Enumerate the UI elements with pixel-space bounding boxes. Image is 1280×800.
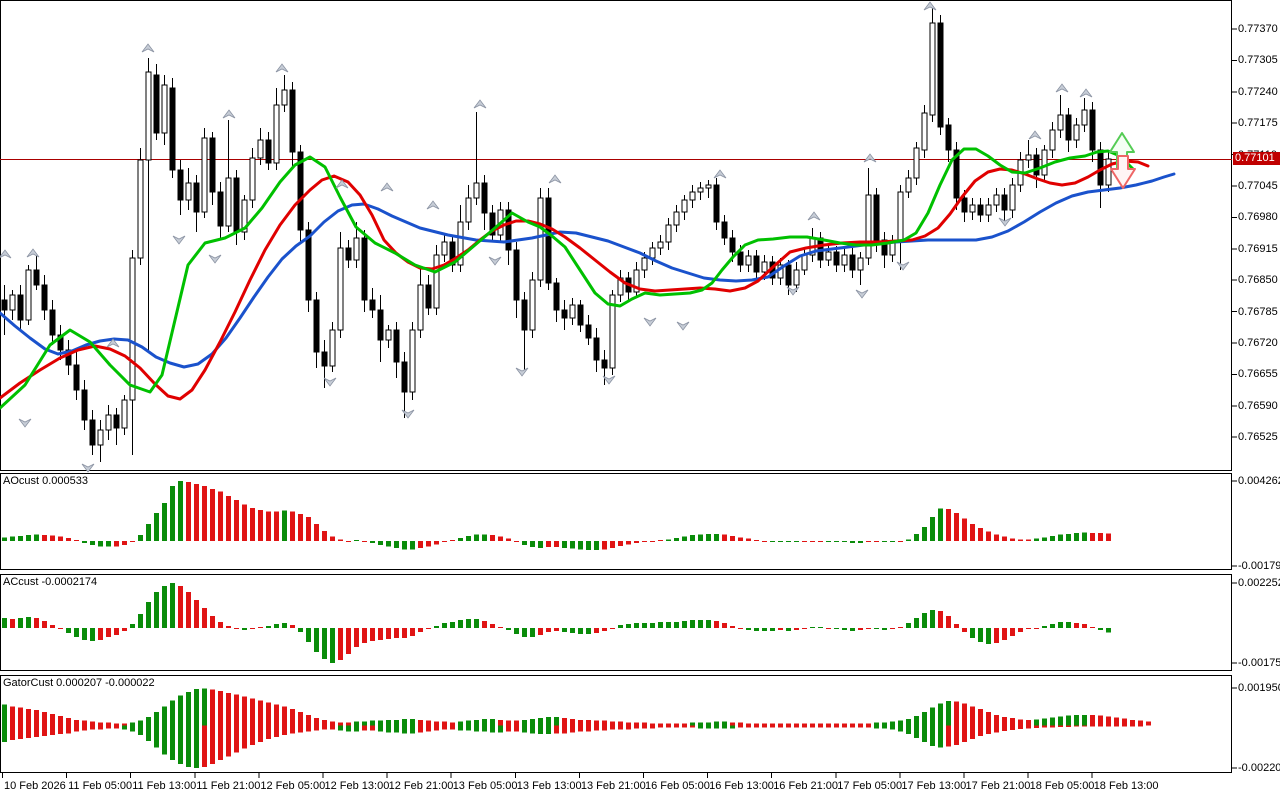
time-axis-label: 11 Feb 13:00	[132, 780, 197, 792]
time-axis-label: 16 Feb 05:00	[645, 780, 710, 792]
time-axis-label: 16 Feb 13:00	[709, 780, 774, 792]
price-axis-label: 0.77370	[1238, 22, 1278, 35]
price-axis-label: 0.76655	[1238, 368, 1278, 381]
time-axis-label: 12 Feb 05:00	[260, 780, 326, 792]
time-axis-label: 16 Feb 21:00	[773, 780, 839, 792]
indicator-label-aocust: AOcust 0.000533	[3, 475, 89, 487]
time-axis-label: 13 Feb 05:00	[452, 780, 518, 792]
price-axis-label: 0.77240	[1238, 85, 1278, 98]
time-axis-label: 17 Feb 21:00	[965, 780, 1031, 792]
price-axis-label: 0.76915	[1238, 242, 1278, 255]
time-axis-label: 18 Feb 05:00	[1029, 780, 1095, 792]
time-axis-label: 18 Feb 13:00	[1093, 780, 1159, 792]
time-axis-label: 10 Feb 2026	[4, 780, 66, 792]
indicator-label-accust: ACcust -0.0002174	[3, 576, 98, 588]
time-axis-label: 11 Feb 21:00	[196, 780, 261, 792]
time-axis-label: 12 Feb 13:00	[324, 780, 390, 792]
time-axis-label: 17 Feb 13:00	[901, 780, 967, 792]
time-axis-label: 13 Feb 21:00	[580, 780, 646, 792]
price-axis-label: 0.76525	[1238, 431, 1278, 444]
price-axis-label: 0.76590	[1238, 399, 1278, 412]
time-axis-label: 13 Feb 13:00	[516, 780, 582, 792]
price-axis-label: 0.76720	[1238, 336, 1278, 349]
time-axis-label: 11 Feb 05:00	[68, 780, 133, 792]
indicator-axis-label: 0.001950	[1238, 682, 1280, 694]
indicator-axis-label: -0.001792	[1238, 560, 1280, 572]
current-price-badge: 0.77101	[1233, 152, 1280, 165]
indicator-axis-label: 0.004262	[1238, 475, 1280, 487]
indicator-axis-label: -0.0017536	[1238, 657, 1280, 669]
price-axis-label: 0.77045	[1238, 179, 1278, 192]
price-axis-label: 0.76850	[1238, 274, 1278, 287]
price-axis-label: 0.77305	[1238, 54, 1278, 67]
price-axis-label: 0.76980	[1238, 211, 1278, 224]
time-axis-label: 12 Feb 21:00	[388, 780, 454, 792]
time-axis-label: 17 Feb 05:00	[837, 780, 903, 792]
price-axis-label: 0.77175	[1238, 117, 1278, 130]
price-axis-label: 0.76785	[1238, 305, 1278, 318]
indicator-axis-label: 0.0022528	[1238, 577, 1280, 589]
indicator-axis-label: -0.002204	[1238, 762, 1280, 774]
indicator-label-gatorcust: GatorCust 0.000207 -0.000022	[3, 677, 155, 689]
